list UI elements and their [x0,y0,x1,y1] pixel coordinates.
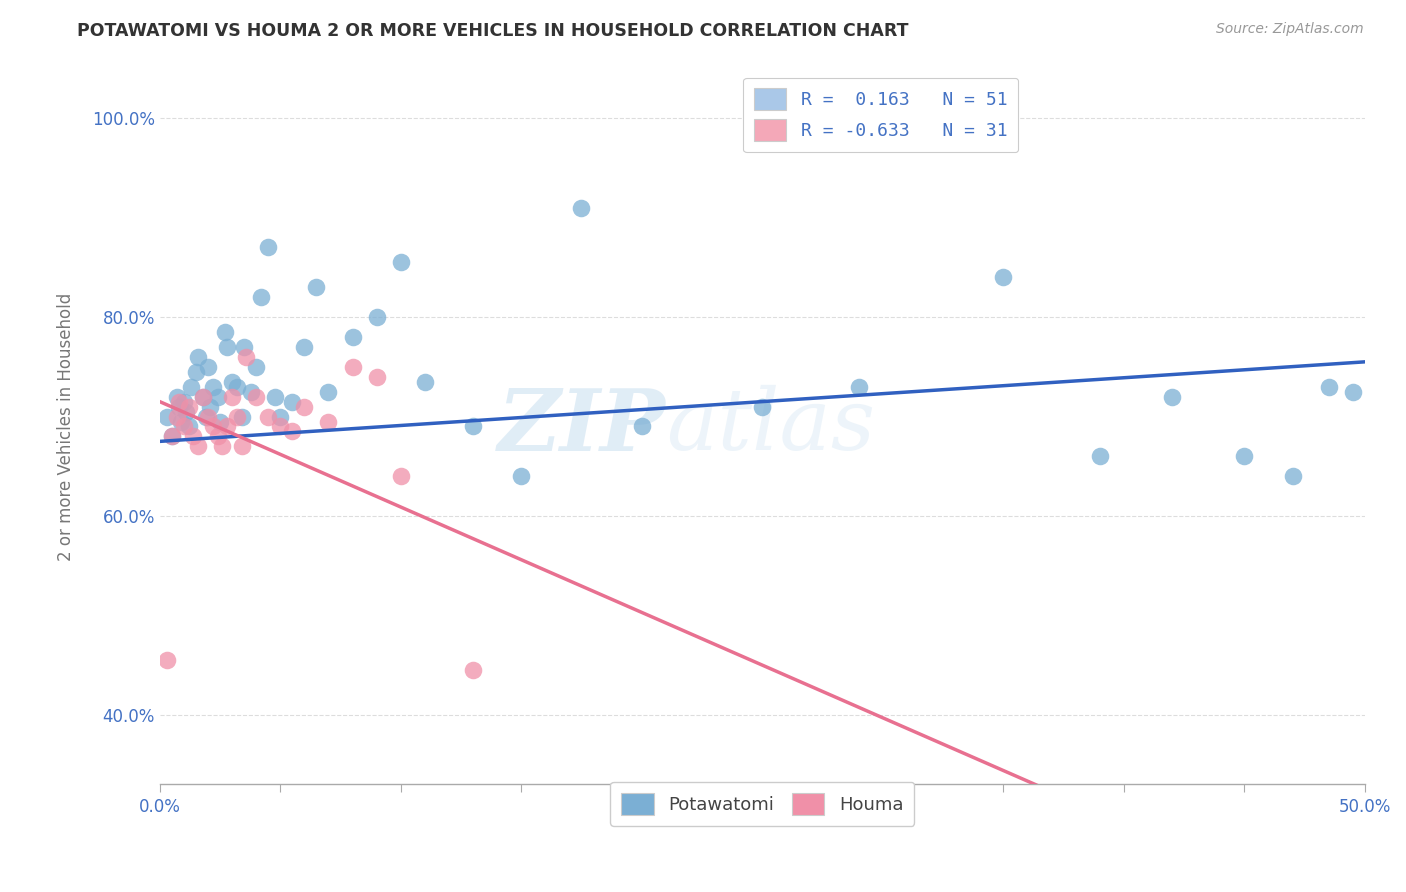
Point [173,394,195,409]
Point [835,879,858,892]
Point [197,359,219,374]
Point [292,400,315,414]
Point [1052,852,1074,866]
Point [571,201,593,215]
Point [207,390,229,404]
Point [461,663,484,677]
Point [389,469,412,483]
Text: Source: ZipAtlas.com: Source: ZipAtlas.com [1216,22,1364,37]
Point [201,380,224,394]
Point [211,439,233,453]
Point [342,359,364,374]
Point [1088,450,1111,464]
Point [225,380,247,394]
Point [217,419,239,434]
Point [510,469,533,483]
Point [630,419,652,434]
Point [221,375,243,389]
Point [217,340,239,354]
Point [160,429,183,443]
Legend: Potawatomi, Houma: Potawatomi, Houma [610,781,914,825]
Point [257,240,280,254]
Point [292,340,315,354]
Point [235,350,257,364]
Point [187,439,209,453]
Point [225,409,247,424]
Point [1317,380,1340,394]
Point [1233,450,1256,464]
Point [174,404,197,418]
Point [1161,390,1184,404]
Text: ZIP: ZIP [498,384,666,468]
Point [156,409,179,424]
Point [240,384,263,399]
Point [245,359,267,374]
Point [187,350,209,364]
Text: atlas: atlas [666,385,875,467]
Point [461,419,484,434]
Point [184,365,207,379]
Point [160,429,183,443]
Point [166,390,188,404]
Point [194,409,217,424]
Point [1341,384,1364,399]
Point [318,384,340,399]
Point [167,400,190,414]
Point [156,653,179,667]
Point [200,400,222,414]
Point [993,270,1015,285]
Point [231,439,253,453]
Point [751,400,773,414]
Point [201,419,224,434]
Point [281,425,304,439]
Point [1281,469,1303,483]
Point [170,415,193,429]
Point [305,280,328,294]
Point [848,380,870,394]
Point [233,340,256,354]
Point [167,394,190,409]
Point [257,409,280,424]
Y-axis label: 2 or more Vehicles in Household: 2 or more Vehicles in Household [58,293,75,560]
Point [207,429,229,443]
Point [177,419,200,434]
Point [1185,852,1208,866]
Point [221,390,243,404]
Point [177,400,200,414]
Point [197,409,219,424]
Point [281,394,304,409]
Point [166,409,188,424]
Point [180,380,202,394]
Point [366,369,388,384]
Point [342,330,364,344]
Point [366,310,388,324]
Text: POTAWATOMI VS HOUMA 2 OR MORE VEHICLES IN HOUSEHOLD CORRELATION CHART: POTAWATOMI VS HOUMA 2 OR MORE VEHICLES I… [77,22,908,40]
Point [191,390,214,404]
Point [250,290,273,304]
Point [231,409,253,424]
Point [173,419,195,434]
Point [191,390,214,404]
Point [208,415,231,429]
Point [269,419,291,434]
Point [214,325,236,339]
Point [318,415,340,429]
Point [389,255,412,269]
Point [245,390,267,404]
Point [264,390,287,404]
Point [413,375,436,389]
Point [269,409,291,424]
Point [183,429,205,443]
